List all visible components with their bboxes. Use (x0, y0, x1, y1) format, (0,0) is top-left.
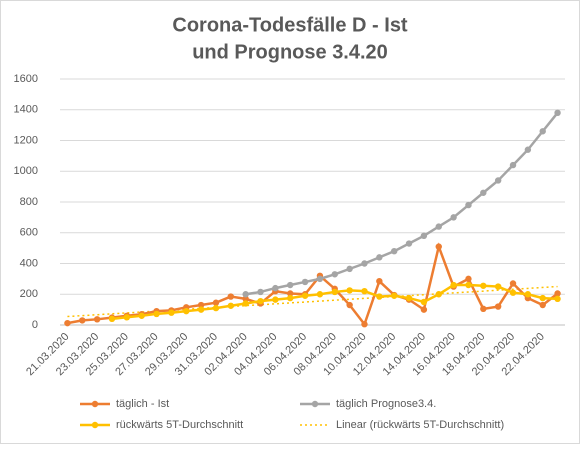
data-point (287, 294, 294, 302)
data-point (272, 284, 279, 292)
data-point (494, 283, 502, 290)
data-point (390, 292, 398, 299)
data-point (301, 278, 309, 286)
data-point (480, 282, 487, 289)
legend-label: Linear (rückwärts 5T-Durchschnitt) (336, 419, 504, 431)
chart-title: und Prognose 3.4.20 (192, 41, 388, 63)
y-tick-label: 200 (20, 288, 38, 300)
data-point (420, 232, 428, 240)
data-point (257, 297, 264, 305)
data-point (331, 271, 338, 278)
y-tick-label: 1200 (14, 134, 38, 146)
data-point (361, 260, 368, 267)
data-point (301, 292, 309, 299)
data-point (435, 223, 442, 230)
data-point (108, 315, 116, 323)
legend-label: täglich Prognose3.4. (336, 398, 436, 410)
data-point (465, 201, 472, 209)
data-point (212, 299, 220, 306)
data-point (480, 305, 487, 313)
data-point (554, 290, 561, 297)
data-point (450, 281, 457, 289)
data-point (420, 306, 428, 313)
series-line (67, 242, 559, 327)
legend-marker (311, 400, 319, 408)
y-tick-label: 1400 (14, 104, 38, 116)
data-point (405, 240, 413, 247)
data-point (257, 288, 264, 296)
data-point (420, 298, 428, 306)
data-point (64, 319, 71, 327)
data-point (376, 254, 383, 261)
data-point (494, 177, 502, 184)
data-point (539, 294, 546, 302)
data-point (123, 314, 131, 321)
data-point (539, 301, 546, 309)
data-point (435, 243, 442, 250)
data-point (554, 295, 561, 303)
y-tick-label: 1000 (14, 165, 38, 177)
data-point (524, 146, 532, 153)
series-line (245, 112, 559, 296)
data-point (346, 301, 353, 309)
y-tick-label: 600 (20, 227, 38, 239)
data-point (480, 189, 487, 196)
data-point (227, 302, 235, 309)
data-point (405, 294, 413, 302)
data-point (183, 307, 190, 315)
data-point (361, 321, 368, 328)
data-point (138, 312, 145, 319)
data-point (376, 293, 383, 300)
y-tick-label: 0 (32, 319, 38, 331)
data-point (242, 291, 249, 298)
data-point (242, 295, 249, 303)
legend-marker (91, 421, 99, 429)
data-point (509, 161, 517, 169)
data-point (465, 275, 472, 283)
data-point (435, 291, 442, 298)
legend-marker (91, 400, 99, 408)
y-tick-label: 400 (20, 257, 38, 269)
data-point (93, 316, 101, 323)
legend-label: täglich - Ist (116, 398, 169, 410)
data-point (509, 280, 517, 287)
data-point (390, 248, 398, 255)
data-point (316, 275, 324, 283)
data-point (346, 265, 353, 273)
data-point (465, 281, 472, 289)
data-point (524, 291, 532, 298)
data-point (212, 304, 220, 312)
data-point (494, 303, 502, 310)
data-point (316, 291, 324, 298)
data-point (197, 306, 205, 313)
data-point (227, 293, 235, 300)
data-point (539, 128, 546, 135)
y-tick-label: 1600 (14, 73, 38, 85)
data-point (331, 288, 338, 296)
y-tick-label: 800 (20, 196, 38, 208)
data-point (287, 281, 294, 289)
data-point (197, 301, 205, 309)
data-point (376, 277, 383, 285)
data-point (361, 287, 368, 295)
data-point (79, 317, 86, 324)
chart-title: Corona-Todesfälle D - Ist (172, 14, 408, 36)
data-point (168, 309, 175, 316)
data-point (272, 296, 279, 303)
data-point (346, 287, 353, 294)
data-point (287, 290, 294, 297)
data-point (554, 109, 561, 117)
legend-label: rückwärts 5T-Durchschnitt (116, 419, 243, 431)
data-point (450, 214, 457, 221)
data-point (153, 310, 160, 318)
data-point (242, 300, 249, 307)
data-point (509, 289, 517, 296)
